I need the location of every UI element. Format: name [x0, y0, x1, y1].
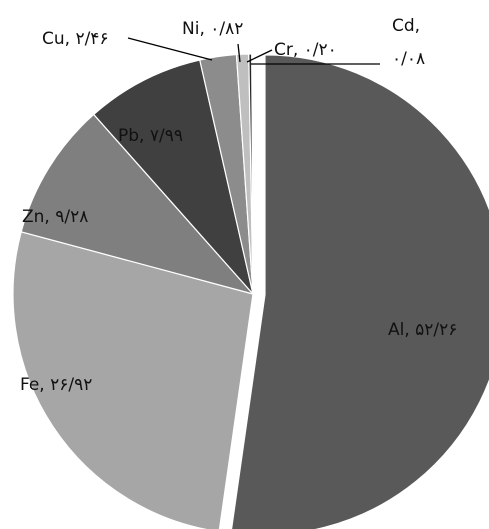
data-label-ni: Ni, ۰/۸۲ [182, 19, 243, 39]
data-label-zn: Zn, ۹/۲۸ [22, 207, 88, 227]
pie-slice-cd [251, 53, 254, 295]
pie-slice-al [230, 54, 489, 529]
leader-line-cr [246, 49, 273, 63]
data-label-pb: Pb, ۷/۹۹ [118, 126, 183, 146]
data-label-cu: Cu, ۲/۴۶ [42, 29, 109, 49]
pie-slice-zn [20, 113, 255, 296]
leader-line-cu [127, 37, 213, 61]
data-label-fe: Fe, ۲۶/۹۲ [20, 375, 92, 395]
data-label-cr: Cr, ۰/۲۰ [274, 40, 337, 60]
data-label-cd: Cd, ۰/۰۸ [392, 16, 425, 69]
data-label-al: Al, ۵۲/۲۶ [388, 320, 457, 340]
pie-slice-pb [92, 59, 254, 295]
leader-line-ni [237, 43, 241, 63]
pie-slice-fe [12, 231, 254, 529]
